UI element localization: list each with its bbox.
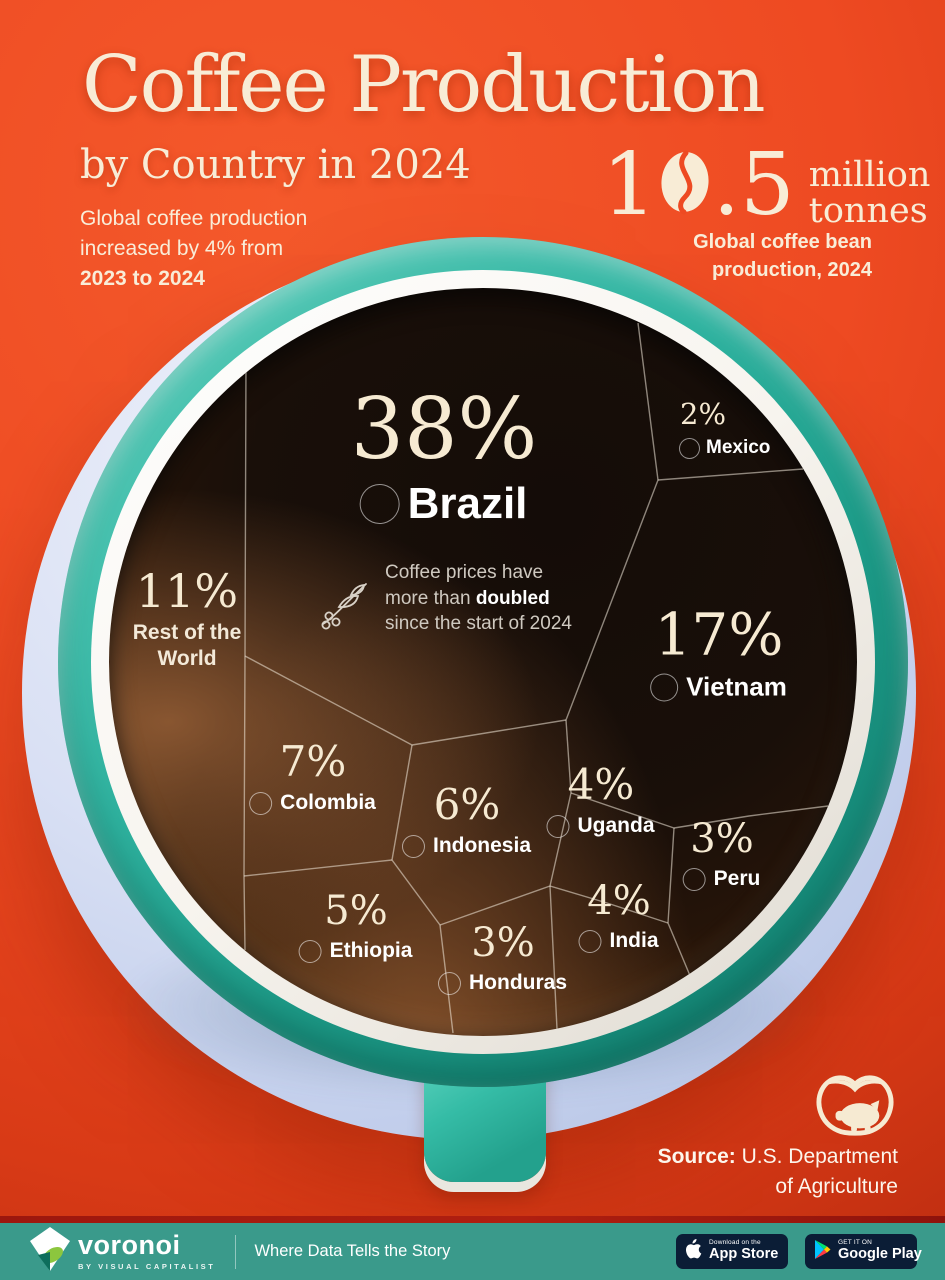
cell-label-peru: 3% peru-flag-icon Peru	[684, 816, 761, 891]
cell-country-name: Indonesia	[432, 834, 532, 857]
coffee-bean-icon	[659, 148, 711, 225]
note-line-1: Global coffee production	[80, 207, 308, 230]
stat-digit-2: .5	[712, 135, 795, 235]
colombia-flag-icon: colombia-flag-icon	[250, 793, 271, 814]
vietnam-flag-icon: vietnam-flag-icon	[651, 674, 677, 700]
google-play-caption: GET IT ON	[838, 1239, 873, 1247]
footer-shadow-strip	[0, 1216, 945, 1223]
source-note: Source: U.S. Department of Agriculture	[658, 1142, 898, 1203]
cell-country-name: Brazil	[407, 479, 528, 528]
cell-label-colombia: 7%colombia-flag-iconColombia	[250, 741, 376, 815]
mexico-flag-icon: mexico-flag-icon	[680, 439, 699, 458]
cell-label-india: 4% india-flag-icon India	[579, 881, 658, 953]
cell-country-name: Mexico	[706, 437, 771, 458]
source-line-1: U.S. Department	[735, 1145, 898, 1168]
brazil-flag-icon: brazil-flag-icon	[361, 485, 399, 523]
cell-share-value: 3%	[690, 816, 754, 862]
cell-country-name: Rest of the World	[132, 620, 242, 670]
stat-caption: Global coffee bean production, 2024	[693, 228, 872, 284]
uganda-flag-icon: uganda-flag-icon	[547, 816, 568, 837]
price-annotation: Coffee prices have more than doubled sin…	[317, 560, 617, 637]
cell-share-value: 11%	[135, 563, 239, 618]
footer-tagline: Where Data Tells the Story	[254, 1242, 451, 1260]
cell-label-indonesia: 6%indonesia-flag-iconIndonesia	[403, 784, 531, 858]
google-play-badge[interactable]: GET IT ON Google Play	[805, 1234, 922, 1269]
honduras-flag-icon: honduras-flag-icon	[439, 973, 460, 994]
headline-stat: 1 .5 million tonnes	[602, 135, 931, 235]
source-label: Source:	[657, 1145, 736, 1168]
piggy-bank-book-icon	[810, 1072, 900, 1147]
footer-divider	[235, 1234, 237, 1269]
cell-country-name: Peru	[713, 867, 761, 890]
cell-label-uganda: 4% uganda-flag-icon Uganda	[547, 760, 655, 838]
note-line-3: 2023 to 2024	[80, 266, 205, 290]
voronoi-logo-icon	[28, 1226, 72, 1277]
cell-country-name: Ethiopia	[329, 939, 413, 962]
ethiopia-flag-icon: ethiopia-flag-icon	[300, 941, 321, 962]
stat-caption-line-2: production, 2024	[711, 259, 872, 281]
stat-unit-line-2: tonnes	[808, 190, 928, 231]
stat-unit: million tonnes	[808, 155, 931, 231]
cell-share-value: 4%	[567, 760, 635, 809]
note-line-2: increased by 4% from	[80, 236, 284, 260]
coffee-branch-icon	[317, 574, 371, 637]
voronoi-cell-borders	[243, 322, 829, 1034]
cell-share-value: 7%	[279, 737, 347, 786]
cell-label-brazil: 38%brazil-flag-iconBrazil	[351, 387, 538, 529]
stat-value: 1 .5	[602, 135, 795, 235]
voronoi-chart: Coffee prices have more than doubled sin…	[109, 288, 857, 1036]
indonesia-flag-icon: indonesia-flag-icon	[403, 836, 424, 857]
google-play-icon	[814, 1239, 831, 1264]
footer-bar: voronoi BY VISUAL CAPITALIST Where Data …	[0, 1223, 945, 1280]
brand-name: voronoi	[78, 1230, 181, 1260]
app-store-badge[interactable]: Download on the App Store	[676, 1234, 788, 1269]
cell-share-value: 5%	[324, 888, 388, 934]
india-flag-icon: india-flag-icon	[579, 931, 600, 952]
cell-label-rest-of-the-world: 11% Rest of the World	[133, 568, 242, 673]
cell-country-name: Vietnam	[686, 671, 787, 702]
cell-country-name: India	[609, 929, 659, 952]
cell-country-name: Honduras	[468, 971, 568, 994]
app-store-label: App Store	[709, 1246, 779, 1263]
cell-label-ethiopia: 5%ethiopia-flag-icon Ethiopia	[300, 888, 413, 963]
cell-share-value: 38%	[350, 380, 538, 478]
cell-label-mexico: 2% mexico-flag-icon Mexico	[680, 400, 770, 459]
cell-share-value: 3%	[471, 920, 535, 966]
cell-share-value: 4%	[587, 878, 651, 924]
cell-country-name: Colombia	[280, 791, 376, 814]
cell-share-value: 17%	[654, 600, 784, 669]
cell-share-value: 6%	[433, 780, 501, 829]
price-annotation-text: Coffee prices have more than doubled sin…	[385, 562, 572, 635]
intro-note: Global coffee production increased by 4%…	[80, 204, 307, 293]
cell-label-vietnam: 17%vietnam-flag-iconVietnam	[651, 606, 787, 703]
cell-label-honduras: 3% honduras-flag-icon Honduras	[439, 923, 567, 995]
google-play-label: Google Play	[838, 1246, 922, 1263]
cell-share-value: 2%	[680, 397, 727, 431]
stat-digit-1: 1	[602, 135, 657, 235]
source-line-2: of Agriculture	[775, 1175, 898, 1199]
page-subtitle: by Country in 2024	[80, 142, 471, 188]
peru-flag-icon: peru-flag-icon	[684, 869, 705, 890]
app-store-caption: Download on the	[709, 1239, 761, 1247]
stat-unit-line-1: million	[808, 155, 931, 195]
cell-country-name: Uganda	[577, 814, 655, 837]
stat-caption-line-1: Global coffee bean	[693, 231, 872, 253]
page-title: Coffee Production	[82, 40, 766, 130]
apple-icon	[685, 1239, 702, 1264]
brand-subtitle: BY VISUAL CAPITALIST	[78, 1262, 216, 1271]
